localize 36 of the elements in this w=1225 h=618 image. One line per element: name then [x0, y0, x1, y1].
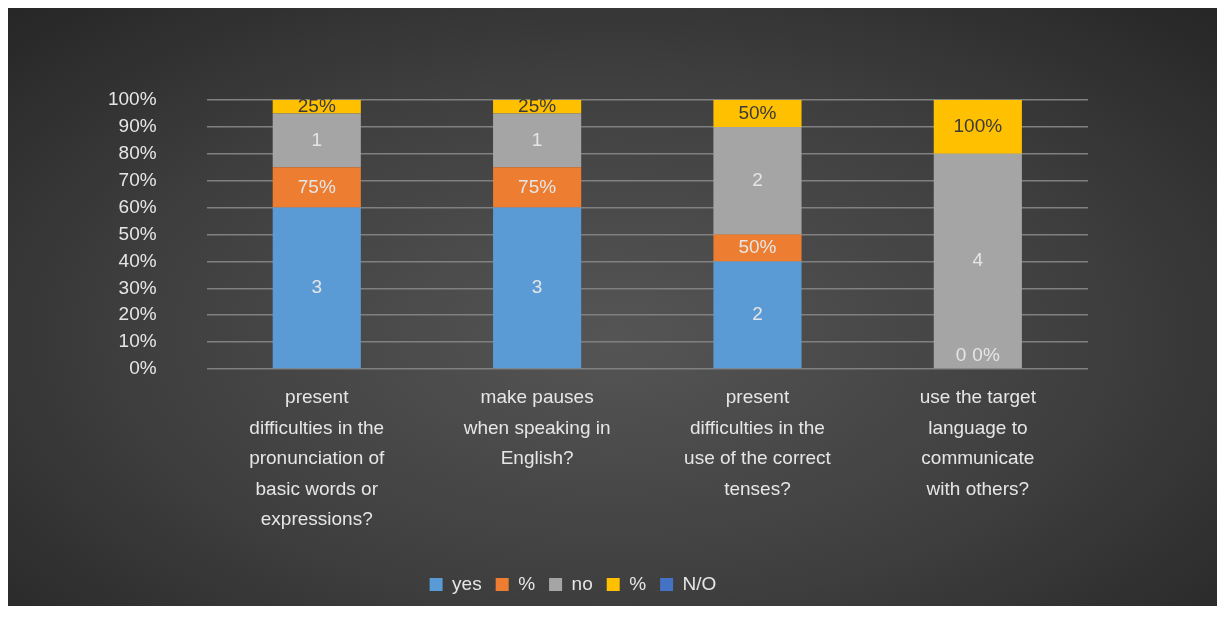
y-tick-label: 70% [118, 168, 157, 190]
annotation: 75% [518, 175, 557, 197]
y-tick-label: 80% [118, 142, 157, 164]
y-tick-label: 0% [129, 357, 157, 379]
y-tick-label: 60% [118, 195, 157, 217]
x-tick-label: use the target language to communicate with others? [919, 386, 1037, 499]
legend-label: % [629, 572, 647, 594]
y-tick-label: 40% [118, 249, 157, 271]
annotation: 4 [972, 249, 984, 271]
annotation: 0% [972, 344, 1000, 366]
y-tick-label: 30% [118, 276, 157, 298]
y-tick-label: 90% [118, 115, 157, 137]
annotation: 2 [752, 168, 763, 190]
annotation: 1 [311, 128, 323, 150]
annotation: 3 [531, 276, 543, 298]
y-tick-label: 10% [118, 330, 157, 352]
annotation: 0 [955, 344, 967, 366]
x-tick-label: make pauses when speaking in English? [462, 386, 611, 469]
annotation: 25% [518, 94, 557, 116]
y-tick-label: 50% [118, 222, 157, 244]
annotation: 1 [531, 128, 543, 150]
annotation: 50% [738, 236, 777, 258]
annotation: 75% [297, 175, 336, 197]
annotation: 2 [752, 303, 763, 325]
x-tick-label: present difficulties in the use of the correct tenses? [684, 386, 832, 499]
legend-label: yes [452, 572, 482, 594]
x-tick-label: present difficulties in the pronunciation of basic words or expressions? [249, 386, 386, 530]
annotation: 100% [953, 115, 1003, 137]
legend-label: no [571, 572, 593, 594]
y-tick-label: 100% [107, 88, 157, 110]
y-tick-label: 20% [118, 303, 157, 325]
legend-label: % [518, 572, 536, 594]
annotation: 25% [297, 94, 336, 116]
annotation: 3 [311, 276, 323, 298]
annotation: 50% [738, 101, 777, 123]
legend-label: N/O [682, 572, 717, 594]
